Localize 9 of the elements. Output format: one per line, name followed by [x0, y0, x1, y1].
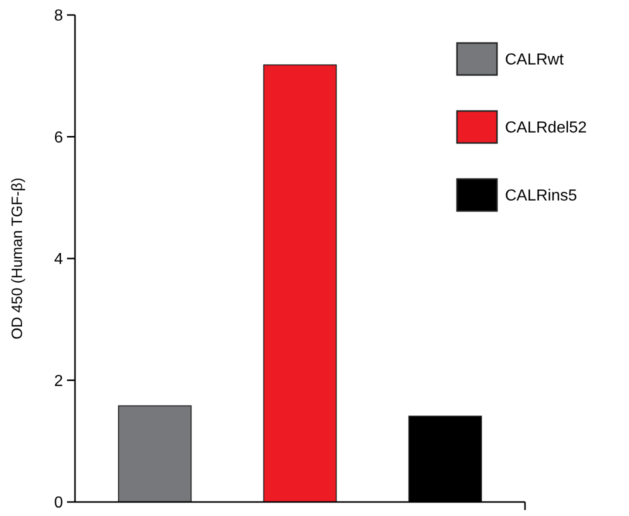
legend-label: CALRins5	[505, 188, 578, 205]
y-tick-label: 0	[54, 494, 64, 512]
y-tick-label: 8	[54, 8, 64, 25]
legend-label: CALRwt	[505, 52, 564, 69]
legend-label: CALRdel52	[505, 120, 587, 137]
y-axis-title: OD 450 (Human TGF-β)	[9, 178, 26, 340]
y-tick-label: 2	[54, 372, 64, 390]
y-tick-label: 6	[54, 129, 64, 146]
y-tick-label: 4	[54, 251, 64, 268]
